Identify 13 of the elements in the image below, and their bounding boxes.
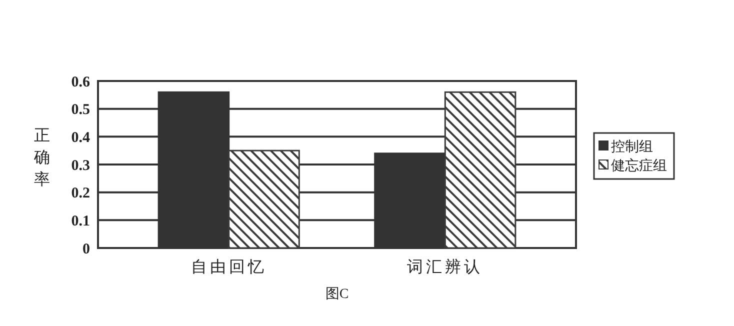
y-tick-label: 0.4 [71,130,90,146]
text: 图C [325,287,349,302]
legend-label: 健忘症组 [611,156,667,174]
y-tick-label: 0.5 [71,102,90,118]
y-axis-title: 正确率 [33,128,50,188]
y-tick-label: 0.6 [71,74,90,90]
y-tick-label: 0.3 [71,158,90,174]
x-tick-label: 词汇辨认 [407,258,484,276]
x-tick-label: 自由回忆 [190,258,267,276]
y-tick-label: 0 [82,241,90,258]
y-tick-label: 0.1 [71,213,90,230]
y-tick-label: 0.2 [71,186,90,202]
legend-label: 控制组 [611,138,653,155]
